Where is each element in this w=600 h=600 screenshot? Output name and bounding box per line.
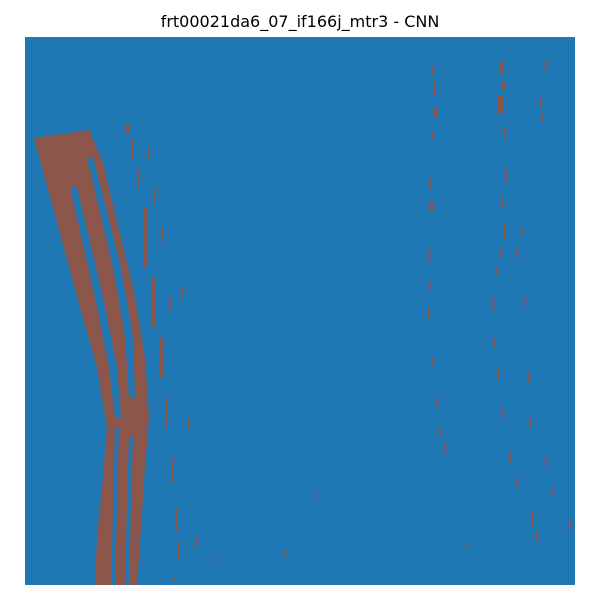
detection-streak-right-1 bbox=[427, 65, 445, 454]
detection-region-main-band bbox=[34, 130, 149, 585]
band-gap-2 bbox=[87, 157, 135, 397]
detection-streak-right-2 bbox=[491, 59, 571, 542]
band-gap-3 bbox=[111, 427, 119, 585]
band-gap-4 bbox=[125, 437, 133, 585]
band-gap-1 bbox=[70, 187, 121, 417]
band-edge-streaks bbox=[125, 123, 197, 560]
figure-title: frt00021da6_07_if166j_mtr3 - CNN bbox=[160, 12, 440, 31]
classification-map bbox=[25, 37, 575, 585]
detection-specks bbox=[173, 493, 470, 581]
